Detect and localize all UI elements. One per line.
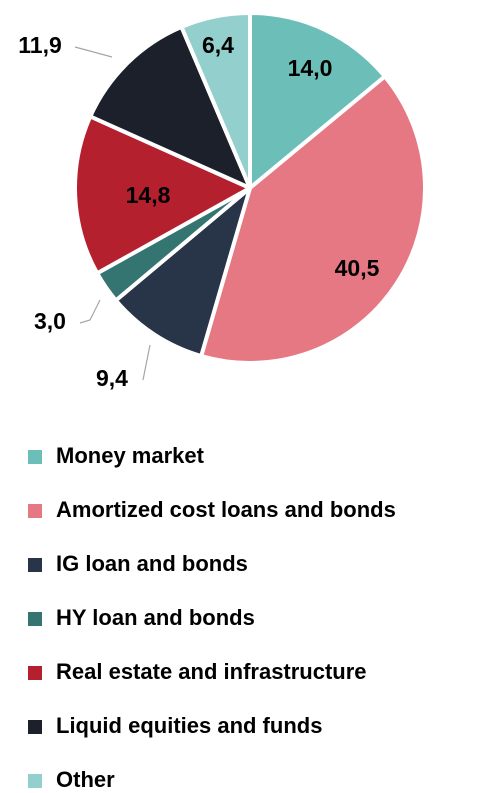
pie-slice <box>199 74 427 365</box>
legend-swatch <box>28 558 42 572</box>
pie-slice <box>113 186 252 359</box>
data-label: 3,0 <box>34 308 66 334</box>
legend-swatch <box>28 450 42 464</box>
legend-label: Money market <box>56 443 205 468</box>
legend-swatch <box>28 666 42 680</box>
legend-label: HY loan and bonds <box>56 605 255 630</box>
data-label: 11,9 <box>18 32 62 58</box>
legend-label: Amortized cost loans and bonds <box>56 497 396 522</box>
legend-swatch <box>28 720 42 734</box>
data-label: 40,5 <box>335 255 380 281</box>
legend-label: Other <box>56 767 115 792</box>
data-label: 14,8 <box>126 182 171 208</box>
legend-label: Real estate and infrastructure <box>56 659 367 684</box>
data-label: 6,4 <box>202 32 234 58</box>
data-label: 14,0 <box>288 55 333 81</box>
data-label: 9,4 <box>96 365 128 391</box>
pie-slice <box>88 24 252 190</box>
pie-slice <box>248 11 387 190</box>
leader-line <box>74 46 113 58</box>
pie-slice <box>73 114 252 276</box>
pie-slice <box>179 11 252 190</box>
legend-swatch <box>28 612 42 626</box>
leader-line <box>142 344 151 381</box>
legend-label: IG loan and bonds <box>56 551 248 576</box>
legend-label: Liquid equities and funds <box>56 713 322 738</box>
leader-line <box>79 299 101 324</box>
legend-swatch <box>28 504 42 518</box>
legend-swatch <box>28 774 42 788</box>
